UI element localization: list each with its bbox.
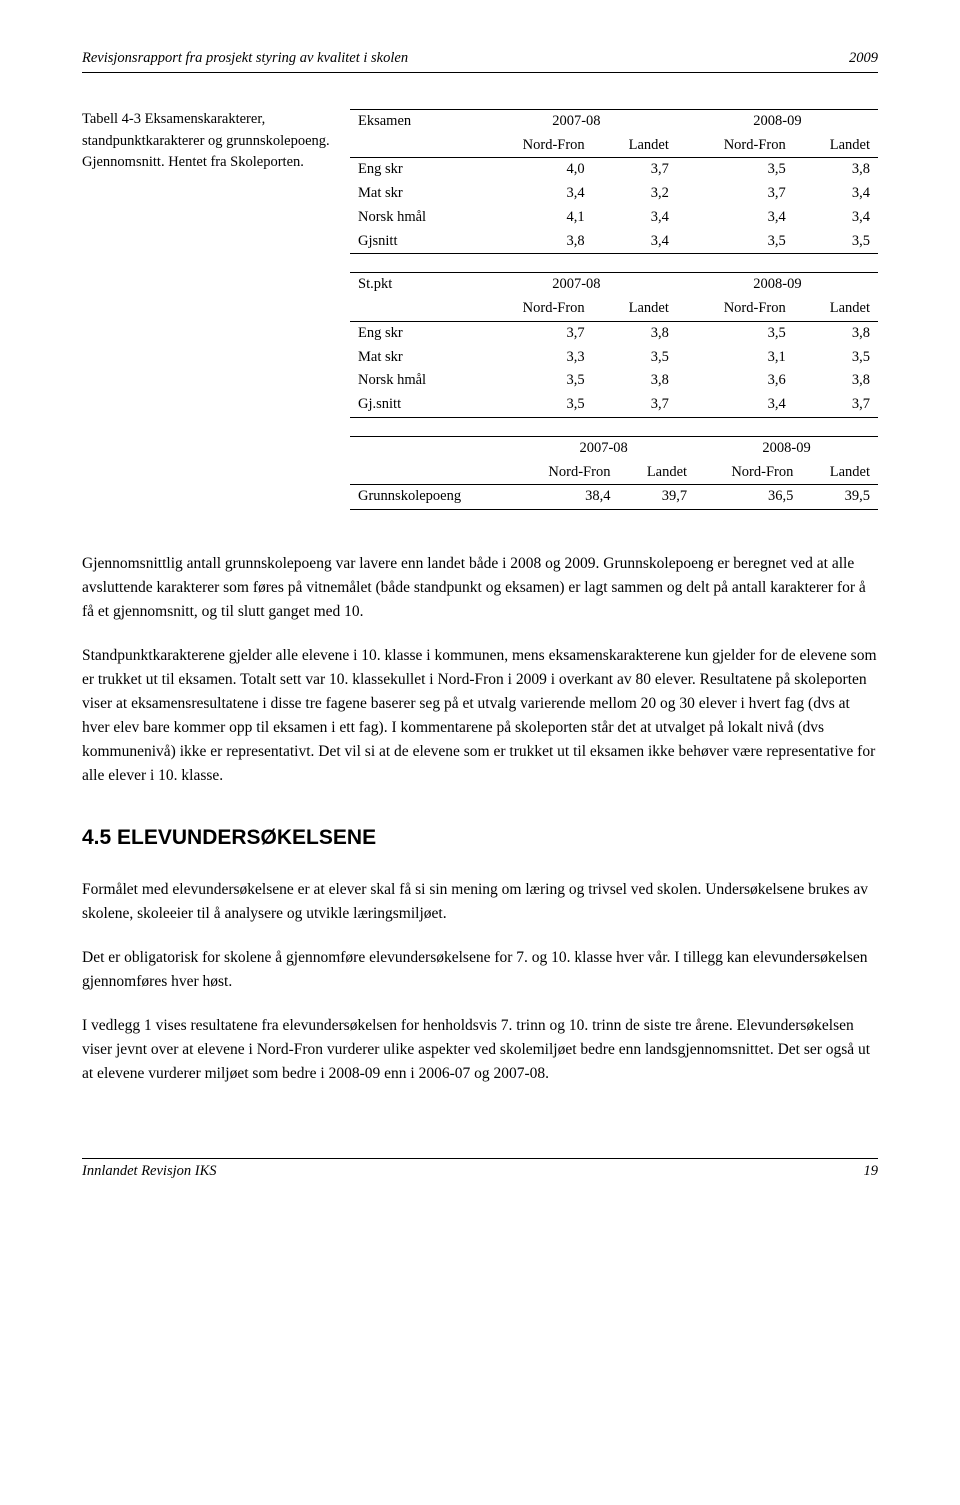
table-cell: 3,1 xyxy=(677,346,794,370)
table-cell: 3,7 xyxy=(593,158,677,182)
page-header: Revisjonsrapport fra prosjekt styring av… xyxy=(82,48,878,73)
tbl1-col4: Landet xyxy=(794,134,878,158)
table-cell: 3,5 xyxy=(677,321,794,345)
header-title: Revisjonsrapport fra prosjekt styring av… xyxy=(82,48,408,70)
table-cell: 3,7 xyxy=(794,393,878,417)
tbl1-year1: 2007-08 xyxy=(476,109,677,133)
table-stpkt: St.pkt 2007-08 2008-09 Nord-Fron Landet … xyxy=(350,272,878,418)
tbl3-col3: Nord-Fron xyxy=(695,461,801,485)
table-cell: 3,8 xyxy=(794,369,878,393)
table-cell: 3,4 xyxy=(794,206,878,230)
table-cell: 3,4 xyxy=(677,393,794,417)
table-cell: 3,5 xyxy=(794,230,878,254)
table-cell: 36,5 xyxy=(695,485,801,510)
table-cell: 3,8 xyxy=(593,321,677,345)
tbl3-col4: Landet xyxy=(801,461,878,485)
paragraph-3: Formålet med elevundersøkelsene er at el… xyxy=(82,878,878,926)
tbl1-year2: 2008-09 xyxy=(677,109,878,133)
table-cell: 4,0 xyxy=(476,158,593,182)
paragraph-1: Gjennomsnittlig antall grunnskolepoeng v… xyxy=(82,552,878,624)
table-cell: 3,4 xyxy=(476,182,593,206)
table-cell: 3,5 xyxy=(677,230,794,254)
table-row: Gj.snitt xyxy=(350,393,476,417)
tbl2-col2: Landet xyxy=(593,297,677,321)
table-eksamen: Eksamen 2007-08 2008-09 Nord-Fron Landet… xyxy=(350,109,878,255)
header-year: 2009 xyxy=(849,48,878,70)
footer-page-number: 19 xyxy=(864,1161,879,1183)
page-footer: Innlandet Revisjon IKS 19 xyxy=(82,1158,878,1183)
tbl1-corner: Eksamen xyxy=(350,109,476,133)
paragraph-2: Standpunktkarakterene gjelder alle eleve… xyxy=(82,644,878,788)
table-row: Norsk hmål xyxy=(350,369,476,393)
tbl2-year1: 2007-08 xyxy=(476,273,677,297)
table-cell: 3,6 xyxy=(677,369,794,393)
tbl3-col1: Nord-Fron xyxy=(512,461,618,485)
section-heading: 4.5 ELEVUNDERSØKELSENE xyxy=(82,822,878,854)
table-cell: 3,4 xyxy=(677,206,794,230)
tbl1-col3: Nord-Fron xyxy=(677,134,794,158)
table-cell: 3,7 xyxy=(593,393,677,417)
table-row: Gjsnitt xyxy=(350,230,476,254)
table-cell: 38,4 xyxy=(512,485,618,510)
table-row: Eng skr xyxy=(350,158,476,182)
paragraph-4: Det er obligatorisk for skolene å gjenno… xyxy=(82,946,878,994)
table-cell: 3,5 xyxy=(593,346,677,370)
table-row: Mat skr xyxy=(350,346,476,370)
tbl2-col1: Nord-Fron xyxy=(476,297,593,321)
table-cell: 39,7 xyxy=(618,485,695,510)
tbl1-col1: Nord-Fron xyxy=(476,134,593,158)
tbl1-col2: Landet xyxy=(593,134,677,158)
table-cell: 3,5 xyxy=(794,346,878,370)
table-cell: 3,3 xyxy=(476,346,593,370)
table-cell: 3,5 xyxy=(677,158,794,182)
table-cell: 3,4 xyxy=(794,182,878,206)
table-cell: 3,7 xyxy=(476,321,593,345)
table-cell: 3,2 xyxy=(593,182,677,206)
tbl2-col3: Nord-Fron xyxy=(677,297,794,321)
table-cell: 3,8 xyxy=(794,321,878,345)
table-grunnskolepoeng: 2007-08 2008-09 Nord-Fron Landet Nord-Fr… xyxy=(350,436,878,510)
table-caption: Tabell 4-3 Eksamenskarakterer, standpunk… xyxy=(82,109,332,255)
table-cell: 4,1 xyxy=(476,206,593,230)
table-cell: 3,8 xyxy=(476,230,593,254)
table-cell: 3,7 xyxy=(677,182,794,206)
table-cell: 39,5 xyxy=(801,485,878,510)
table-row: Norsk hmål xyxy=(350,206,476,230)
table-cell: 3,5 xyxy=(476,393,593,417)
table-cell: 3,8 xyxy=(794,158,878,182)
tbl2-col4: Landet xyxy=(794,297,878,321)
table-cell: 3,4 xyxy=(593,206,677,230)
footer-left: Innlandet Revisjon IKS xyxy=(82,1161,217,1183)
table-row: Grunnskolepoeng xyxy=(350,485,512,510)
table-cell: 3,5 xyxy=(476,369,593,393)
paragraph-5: I vedlegg 1 vises resultatene fra elevun… xyxy=(82,1014,878,1086)
table-row: Mat skr xyxy=(350,182,476,206)
tbl3-year1: 2007-08 xyxy=(512,436,695,460)
table-cell: 3,4 xyxy=(593,230,677,254)
tbl2-corner: St.pkt xyxy=(350,273,476,297)
table-row: Eng skr xyxy=(350,321,476,345)
tbl3-year2: 2008-09 xyxy=(695,436,878,460)
table-block-1: Tabell 4-3 Eksamenskarakterer, standpunk… xyxy=(82,109,878,255)
tbl3-col2: Landet xyxy=(618,461,695,485)
table-cell: 3,8 xyxy=(593,369,677,393)
tbl2-year2: 2008-09 xyxy=(677,273,878,297)
